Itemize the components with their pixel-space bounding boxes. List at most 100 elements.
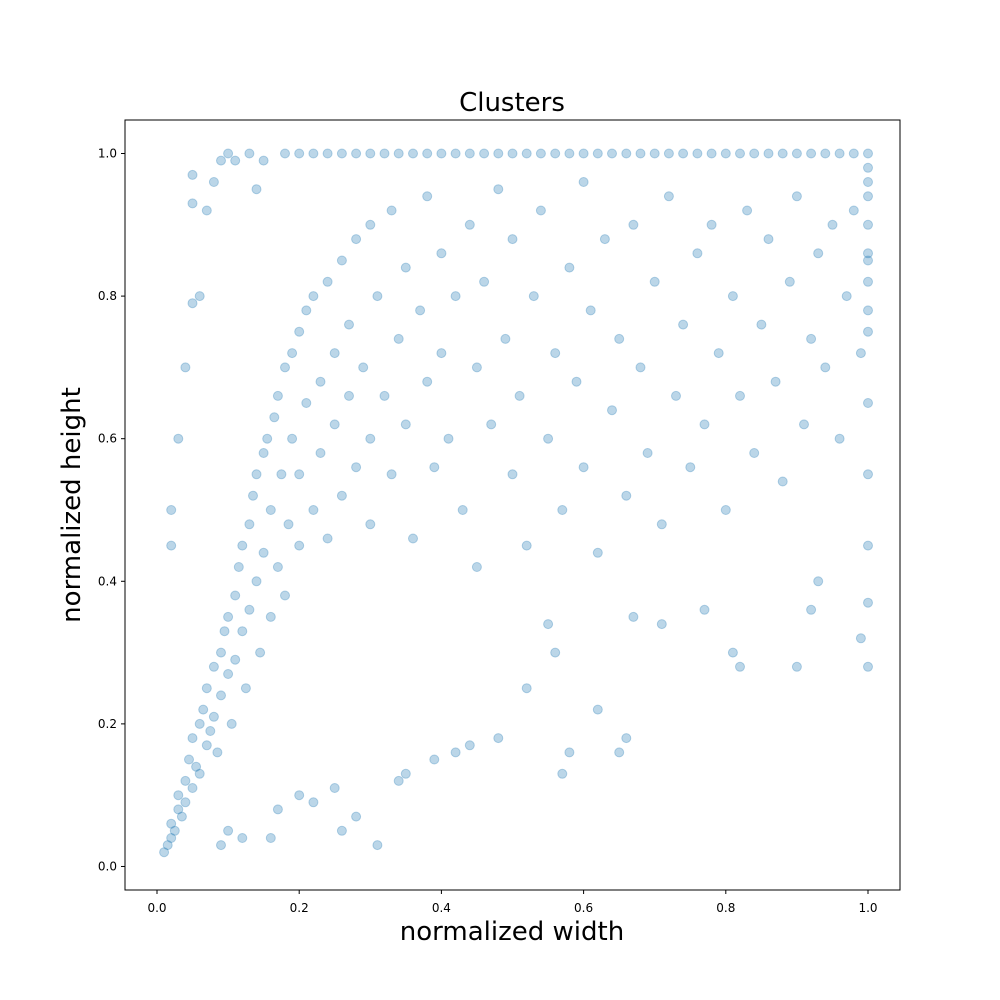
data-point: [201, 683, 212, 694]
data-point: [223, 825, 234, 836]
data-point: [351, 462, 362, 473]
data-point: [813, 248, 824, 259]
data-point: [386, 469, 397, 480]
data-point: [166, 505, 177, 515]
data-point: [550, 647, 561, 658]
data-point: [237, 626, 248, 637]
data-point: [315, 448, 326, 458]
data-point: [471, 362, 482, 373]
data-point: [294, 326, 305, 337]
y-tick-label: 0.2: [98, 717, 117, 731]
data-point: [180, 797, 191, 808]
data-point: [173, 804, 184, 815]
data-point: [365, 148, 376, 159]
data-point: [294, 540, 305, 551]
data-point: [237, 833, 248, 843]
data-point: [219, 626, 230, 637]
data-point: [564, 262, 575, 273]
data-point: [671, 390, 681, 401]
data-point: [251, 469, 262, 480]
data-point: [386, 205, 397, 216]
data-point: [493, 733, 504, 744]
data-point: [187, 298, 198, 309]
data-point: [415, 305, 426, 316]
data-point: [408, 533, 418, 544]
data-point: [635, 148, 646, 159]
data-point: [443, 433, 454, 444]
data-point: [322, 276, 333, 287]
data-point: [280, 148, 290, 159]
data-point: [216, 155, 226, 166]
data-point: [863, 398, 873, 408]
data-point: [393, 148, 404, 159]
data-point: [244, 148, 255, 159]
data-point: [557, 505, 568, 515]
data-point: [479, 276, 490, 287]
data-point: [806, 148, 817, 159]
data-point: [436, 248, 447, 259]
data-point: [863, 177, 873, 187]
x-tick-label: 0.2: [290, 901, 309, 915]
data-point: [258, 547, 269, 558]
data-point: [863, 661, 873, 672]
data-point: [180, 362, 191, 373]
data-point: [166, 818, 177, 829]
data-point: [820, 148, 831, 159]
data-point: [614, 333, 625, 344]
data-point: [329, 348, 340, 359]
data-point: [194, 291, 205, 302]
data-point: [742, 205, 753, 216]
data-point: [187, 783, 198, 793]
data-point: [777, 476, 788, 487]
data-point: [276, 469, 287, 480]
data-point: [678, 319, 689, 330]
data-point: [635, 362, 646, 373]
data-point: [543, 433, 554, 444]
data-point: [216, 647, 226, 658]
data-point: [863, 191, 873, 202]
data-point: [614, 747, 625, 758]
data-point: [863, 148, 873, 159]
data-point: [578, 177, 589, 187]
data-point: [429, 462, 440, 473]
data-point: [255, 647, 266, 658]
data-point: [450, 291, 461, 302]
data-point: [450, 148, 461, 159]
data-point: [621, 733, 632, 744]
data-point: [230, 155, 241, 166]
data-point: [212, 747, 223, 758]
data-point: [464, 219, 475, 230]
data-point: [628, 611, 639, 622]
data-point: [280, 362, 290, 373]
data-point: [827, 219, 838, 230]
data-point: [507, 234, 518, 245]
data-point: [756, 319, 767, 330]
data-point: [265, 833, 276, 843]
data-point: [863, 597, 873, 608]
data-point: [223, 611, 234, 622]
data-point: [336, 255, 347, 266]
y-axis-label: normalized height: [57, 387, 87, 623]
data-point: [471, 562, 482, 572]
y-tick-label: 0.6: [98, 432, 117, 446]
data-point: [863, 326, 873, 337]
x-tick-label: 1.0: [858, 901, 877, 915]
data-point: [727, 647, 738, 658]
data-point: [336, 825, 347, 836]
data-point: [621, 148, 632, 159]
data-point: [272, 562, 283, 572]
data-point: [166, 833, 177, 843]
data-point: [457, 505, 468, 515]
data-point: [187, 198, 198, 209]
data-point: [663, 191, 674, 202]
data-point: [656, 519, 667, 530]
data-point: [230, 654, 241, 665]
data-point: [706, 219, 717, 230]
data-point: [244, 519, 255, 530]
data-point: [791, 191, 802, 202]
data-point: [216, 840, 226, 851]
data-point: [841, 291, 852, 302]
data-point: [159, 847, 170, 858]
data-point: [507, 148, 518, 159]
